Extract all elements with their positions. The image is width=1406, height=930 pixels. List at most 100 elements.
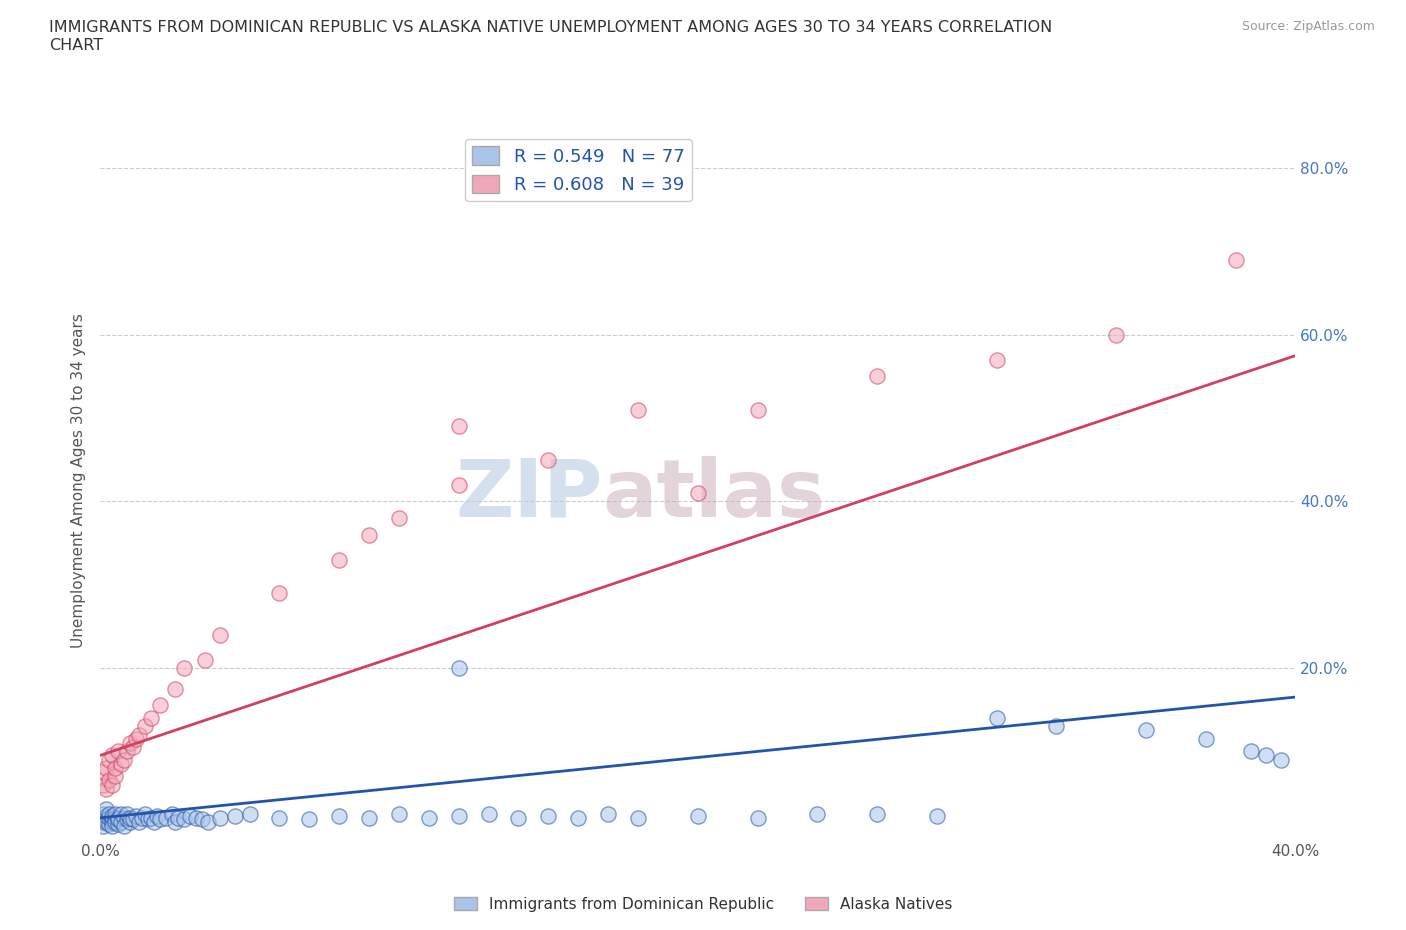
Legend: R = 0.549   N = 77, R = 0.608   N = 39: R = 0.549 N = 77, R = 0.608 N = 39 (465, 140, 692, 201)
Point (627, 403, 650, 418)
Point (537, 809, 560, 824)
Point (112, 752, 135, 767)
Point (112, 810, 135, 825)
Point (208, 810, 231, 825)
Point (160, 806, 183, 821)
Point (508, 810, 530, 825)
Point (146, 809, 169, 824)
Point (298, 812, 321, 827)
Point (115, 812, 138, 827)
Point (190, 812, 212, 827)
Point (447, 809, 470, 824)
Point (125, 809, 148, 824)
Point (110, 806, 132, 821)
Point (91, 764, 114, 779)
Point (163, 815, 186, 830)
Point (101, 812, 124, 827)
Legend: Immigrants from Dominican Republic, Alaska Natives: Immigrants from Dominican Republic, Alas… (447, 890, 959, 918)
Point (447, 419, 470, 434)
Point (194, 652, 217, 667)
Point (91, 815, 114, 830)
Point (149, 812, 172, 827)
Point (139, 711, 162, 725)
Point (155, 810, 177, 825)
Point (686, 485, 709, 500)
Point (1239, 744, 1261, 759)
Point (101, 818, 124, 833)
Text: Source: ZipAtlas.com: Source: ZipAtlas.com (1241, 20, 1375, 33)
Point (94, 781, 117, 796)
Point (91, 818, 114, 833)
Point (91, 777, 114, 792)
Point (115, 744, 138, 759)
Point (104, 806, 127, 821)
Point (184, 810, 207, 825)
Point (101, 809, 124, 824)
Point (238, 806, 260, 821)
Point (98, 806, 121, 821)
Point (122, 739, 145, 754)
Point (328, 552, 350, 567)
Point (91, 806, 114, 821)
Point (447, 477, 470, 492)
Point (567, 810, 589, 825)
Point (104, 810, 127, 825)
Point (107, 810, 129, 825)
Point (537, 452, 560, 467)
Y-axis label: Unemployment Among Ages 30 to 34 years: Unemployment Among Ages 30 to 34 years (72, 313, 86, 648)
Point (94, 761, 117, 776)
Point (1270, 752, 1292, 767)
Point (627, 810, 650, 825)
Point (136, 812, 159, 827)
Point (149, 698, 172, 712)
Point (388, 806, 411, 821)
Point (125, 731, 148, 746)
Point (269, 810, 291, 825)
Point (101, 748, 124, 763)
Point (359, 810, 381, 825)
Point (104, 815, 127, 830)
Point (173, 660, 195, 675)
Point (478, 806, 501, 821)
Point (986, 352, 1008, 367)
Point (418, 810, 440, 825)
Point (118, 736, 141, 751)
Text: ZIP: ZIP (456, 456, 602, 534)
Point (747, 403, 769, 418)
Point (359, 527, 381, 542)
Point (134, 806, 156, 821)
Point (94, 809, 117, 824)
Point (925, 809, 948, 824)
Point (104, 761, 127, 776)
Point (747, 810, 769, 825)
Point (269, 586, 291, 601)
Point (98, 773, 121, 788)
Point (139, 810, 162, 825)
Point (134, 719, 156, 734)
Point (118, 815, 141, 830)
Point (107, 817, 129, 832)
Point (598, 806, 620, 821)
Point (166, 810, 188, 825)
Point (91, 810, 114, 825)
Point (98, 810, 121, 825)
Point (224, 809, 246, 824)
Point (686, 809, 709, 824)
Point (94, 815, 117, 830)
Point (197, 815, 219, 830)
Text: atlas: atlas (602, 456, 825, 534)
Point (131, 810, 153, 825)
Point (866, 806, 889, 821)
Point (1045, 719, 1067, 734)
Point (98, 817, 121, 832)
Point (866, 369, 889, 384)
Point (1225, 252, 1247, 267)
Point (163, 682, 186, 697)
Point (388, 511, 411, 525)
Point (94, 802, 117, 817)
Point (806, 806, 828, 821)
Point (128, 815, 150, 830)
Point (1195, 731, 1218, 746)
Point (107, 812, 129, 827)
Point (1105, 327, 1128, 342)
